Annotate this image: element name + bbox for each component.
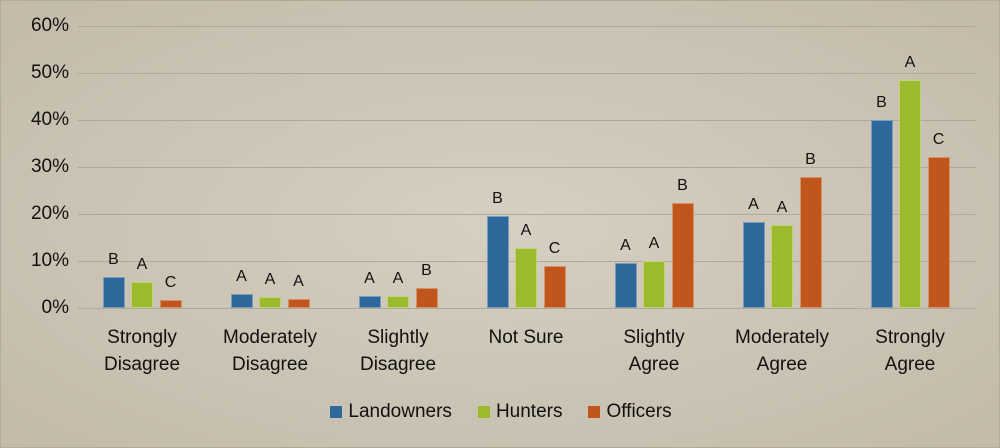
significance-label: A bbox=[293, 272, 304, 290]
significance-label: A bbox=[904, 53, 916, 71]
significance-label: C bbox=[932, 131, 945, 149]
y-tick-label: 10% bbox=[30, 250, 69, 271]
bar-officers[interactable] bbox=[799, 176, 822, 308]
significance-label: A bbox=[136, 256, 148, 274]
significance-label: A bbox=[264, 270, 276, 288]
y-tick-label: 30% bbox=[30, 156, 69, 177]
bar-hunters[interactable] bbox=[643, 261, 665, 308]
bar-landowners[interactable] bbox=[358, 295, 381, 308]
significance-label: A bbox=[776, 198, 788, 216]
significance-label: A bbox=[620, 237, 631, 255]
legend-item-hunters[interactable]: Hunters bbox=[477, 401, 563, 423]
legend: Landowners Hunters Officers bbox=[1, 401, 1000, 423]
x-tick-label: Slightly Disagree bbox=[359, 327, 437, 375]
bar-officers[interactable] bbox=[927, 157, 950, 308]
legend-item-landowners[interactable]: Landowners bbox=[330, 401, 452, 423]
bar-officers[interactable] bbox=[287, 298, 310, 308]
gridline bbox=[78, 214, 976, 215]
significance-label: B bbox=[492, 190, 503, 208]
x-tick-label: Not Sure bbox=[488, 327, 564, 348]
significance-label: B bbox=[677, 177, 688, 195]
bar-officers[interactable] bbox=[543, 265, 566, 308]
bar-officers[interactable] bbox=[159, 300, 182, 308]
x-tick-label: Moderately Agree bbox=[735, 327, 829, 375]
bar-landowners[interactable] bbox=[102, 276, 125, 308]
y-tick-label: 20% bbox=[30, 203, 69, 224]
x-tick-label: Strongly Disagree bbox=[103, 327, 181, 375]
bar-landowners[interactable] bbox=[742, 222, 765, 308]
x-tick-label: Slightly Agree bbox=[623, 327, 685, 375]
legend-swatch bbox=[330, 406, 343, 418]
significance-label: A bbox=[392, 269, 404, 287]
legend-swatch bbox=[588, 406, 601, 418]
bar-hunters[interactable] bbox=[771, 224, 793, 308]
gridline bbox=[78, 167, 976, 168]
significance-label: A bbox=[236, 267, 247, 285]
y-tick-label: 0% bbox=[41, 297, 69, 318]
significance-label: A bbox=[648, 235, 660, 253]
legend-label: Landowners bbox=[348, 401, 452, 422]
legend-item-officers[interactable]: Officers bbox=[588, 401, 672, 423]
bar-hunters[interactable] bbox=[387, 295, 409, 308]
x-tick-label: Moderately Disagree bbox=[223, 327, 317, 375]
bar-hunters[interactable] bbox=[899, 79, 921, 308]
significance-label: B bbox=[108, 250, 119, 268]
bar-hunters[interactable] bbox=[259, 296, 281, 308]
bar-landowners[interactable] bbox=[870, 119, 893, 308]
significance-label: B bbox=[421, 261, 432, 279]
significance-label: C bbox=[164, 274, 177, 292]
y-tick-label: 60% bbox=[30, 15, 69, 36]
x-tick-label: Strongly Agree bbox=[875, 327, 945, 375]
bar-landowners[interactable] bbox=[230, 293, 253, 308]
gridline bbox=[78, 73, 976, 74]
legend-label: Officers bbox=[606, 401, 672, 422]
significance-label: A bbox=[520, 221, 532, 239]
significance-label: A bbox=[364, 269, 375, 287]
gridline bbox=[78, 308, 976, 309]
y-tick-label: 40% bbox=[30, 109, 69, 130]
legend-swatch bbox=[477, 406, 490, 418]
bar-landowners[interactable] bbox=[486, 216, 509, 308]
bar-hunters[interactable] bbox=[131, 282, 153, 308]
legend-label: Hunters bbox=[495, 401, 563, 422]
bar-officers[interactable] bbox=[415, 287, 438, 308]
significance-label: B bbox=[805, 150, 816, 168]
bar-officers[interactable] bbox=[671, 203, 694, 308]
significance-label: A bbox=[748, 196, 759, 214]
significance-label: C bbox=[548, 239, 561, 257]
bar-hunters[interactable] bbox=[515, 247, 537, 308]
significance-label: B bbox=[876, 93, 887, 111]
gridline bbox=[78, 26, 976, 27]
gridline bbox=[78, 120, 976, 121]
bar-landowners[interactable] bbox=[614, 263, 637, 308]
y-tick-label: 50% bbox=[30, 62, 69, 83]
